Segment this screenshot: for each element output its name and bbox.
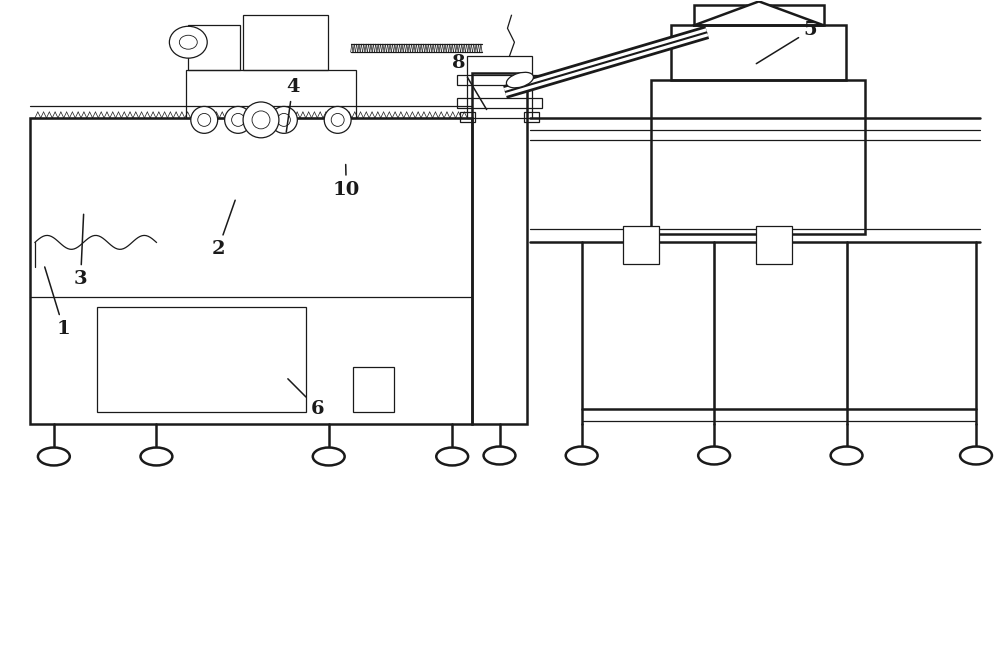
Ellipse shape xyxy=(140,448,172,466)
Circle shape xyxy=(331,114,344,126)
Circle shape xyxy=(191,106,218,133)
Circle shape xyxy=(324,106,351,133)
Text: 1: 1 xyxy=(45,267,71,338)
Bar xyxy=(524,112,539,122)
Circle shape xyxy=(270,106,297,133)
Bar xyxy=(694,5,824,25)
Bar xyxy=(472,73,527,423)
Bar xyxy=(353,367,394,411)
Ellipse shape xyxy=(506,72,533,88)
Ellipse shape xyxy=(436,448,468,466)
Ellipse shape xyxy=(960,446,992,464)
Bar xyxy=(457,98,542,108)
Bar xyxy=(671,25,846,80)
Ellipse shape xyxy=(313,448,345,466)
Bar xyxy=(30,118,472,423)
Bar xyxy=(623,226,659,264)
Text: 8: 8 xyxy=(452,54,487,110)
Circle shape xyxy=(232,114,245,126)
Text: 5: 5 xyxy=(756,21,817,64)
Ellipse shape xyxy=(484,446,515,464)
Bar xyxy=(756,226,792,264)
Bar xyxy=(188,25,240,70)
Bar xyxy=(186,70,356,118)
Text: 3: 3 xyxy=(74,214,87,288)
Bar xyxy=(460,112,475,122)
Circle shape xyxy=(277,114,290,126)
Text: 4: 4 xyxy=(286,78,299,132)
Circle shape xyxy=(243,102,279,138)
Bar xyxy=(651,80,865,234)
Bar xyxy=(97,307,306,411)
Bar xyxy=(243,15,328,70)
Ellipse shape xyxy=(566,446,598,464)
Bar xyxy=(467,56,532,118)
Ellipse shape xyxy=(169,26,207,58)
Circle shape xyxy=(252,111,270,129)
Circle shape xyxy=(225,106,252,133)
Circle shape xyxy=(198,114,211,126)
Bar xyxy=(457,75,542,85)
Ellipse shape xyxy=(831,446,862,464)
Text: 2: 2 xyxy=(211,200,235,258)
Ellipse shape xyxy=(698,446,730,464)
Ellipse shape xyxy=(38,448,70,466)
Text: 6: 6 xyxy=(288,379,324,417)
Polygon shape xyxy=(694,1,824,25)
Text: 10: 10 xyxy=(333,165,360,199)
Ellipse shape xyxy=(179,35,197,50)
